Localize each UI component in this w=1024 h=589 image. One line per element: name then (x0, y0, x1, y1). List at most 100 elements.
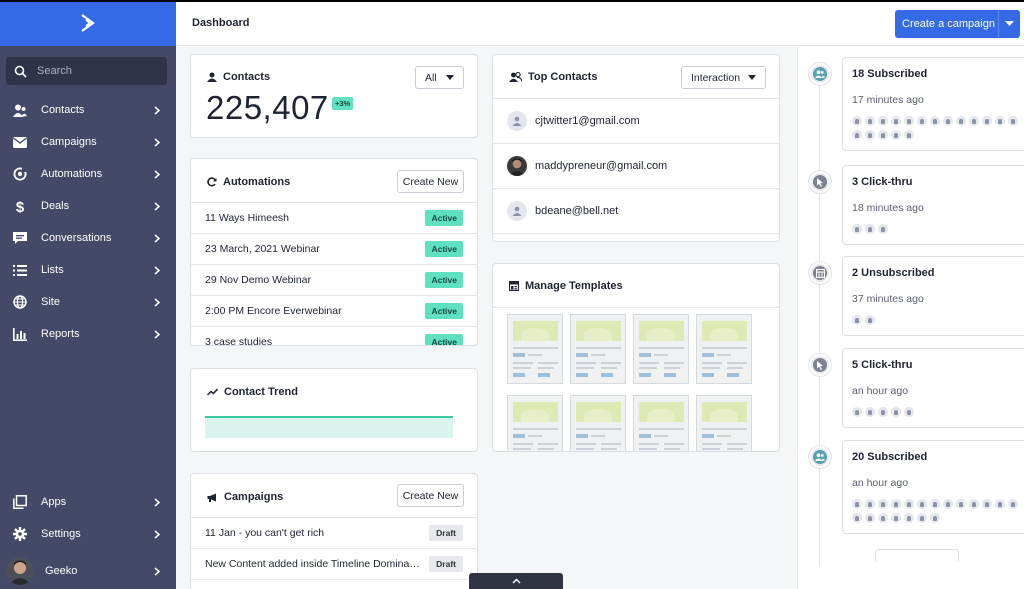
sidebar-item-campaigns[interactable]: Campaigns (0, 126, 176, 158)
contact-avatar-icon[interactable] (982, 116, 992, 126)
contact-avatar-icon[interactable] (878, 513, 888, 523)
contact-avatar-icon[interactable] (1008, 499, 1018, 509)
activity-feed: 18 Subscribed 17 minutes ago 3 Click-thru 1… (797, 47, 1024, 589)
load-more-button[interactable] (875, 549, 959, 561)
contact-avatar-icon[interactable] (995, 499, 1005, 509)
contact-avatar-icon[interactable] (865, 130, 875, 140)
caret-down-icon[interactable] (998, 10, 1020, 38)
contact-avatar-icon[interactable] (852, 407, 862, 417)
contact-avatar-icon[interactable] (956, 499, 966, 509)
contact-avatar-icon[interactable] (878, 407, 888, 417)
contact-avatar-icon[interactable] (982, 499, 992, 509)
logo[interactable] (0, 0, 176, 46)
trend-line (205, 416, 453, 418)
top-contact-row[interactable]: bdeane@bell.net (493, 188, 779, 233)
contact-avatar-icon[interactable] (930, 116, 940, 126)
automation-row[interactable]: 11 Ways Himeesh Active (191, 202, 477, 233)
sidebar-item-reports[interactable]: Reports (0, 318, 176, 350)
contact-avatar-icon[interactable] (852, 130, 862, 140)
automation-row[interactable]: 29 Nov Demo Webinar Active (191, 264, 477, 295)
sidebar-item-conversations[interactable]: Conversations (0, 222, 176, 254)
chevron-right-icon (152, 529, 162, 539)
campaign-row[interactable]: 11 Jan - you can't get rich Draft (191, 517, 477, 548)
contact-avatar-icon[interactable] (878, 499, 888, 509)
search-box[interactable] (6, 57, 167, 85)
status-badge: Draft (429, 525, 463, 541)
sidebar-item-lists[interactable]: Lists (0, 254, 176, 286)
contact-avatar-icon[interactable] (878, 224, 888, 234)
contact-avatar-icon[interactable] (865, 513, 875, 523)
contact-avatar-icon[interactable] (852, 499, 862, 509)
contact-avatar-icon[interactable] (878, 130, 888, 140)
contact-avatar-icon[interactable] (969, 499, 979, 509)
contact-avatar-icon[interactable] (891, 513, 901, 523)
contact-avatar-icon[interactable] (1008, 116, 1018, 126)
template-thumbnail[interactable] (570, 314, 626, 384)
contact-avatar-icon[interactable] (917, 499, 927, 509)
contact-avatar-icon[interactable] (852, 224, 862, 234)
contact-avatar-icon[interactable] (852, 315, 862, 325)
sidebar-item-deals[interactable]: $ Deals (0, 190, 176, 222)
activity-card[interactable]: 18 Subscribed 17 minutes ago (842, 57, 1024, 151)
contact-avatar-icon[interactable] (995, 116, 1005, 126)
template-thumbnail[interactable] (633, 395, 689, 451)
campaign-row[interactable]: New Content added inside Timeline Domina… (191, 548, 477, 579)
contact-avatar-icon[interactable] (852, 513, 862, 523)
contact-avatar-icon[interactable] (865, 315, 875, 325)
create-campaign-button[interactable]: Create a campaign (895, 10, 1020, 38)
user-menu[interactable]: Geeko (0, 555, 176, 587)
contact-avatar-icon[interactable] (904, 130, 914, 140)
template-thumbnail[interactable] (696, 314, 752, 384)
sidebar-item-contacts[interactable]: Contacts (0, 94, 176, 126)
contact-avatar-icon[interactable] (969, 116, 979, 126)
campaigns-create-new-button[interactable]: Create New (397, 484, 464, 507)
activity-card[interactable]: 3 Click-thru 18 minutes ago (842, 165, 1024, 245)
activity-title: 3 Click-thru (852, 176, 913, 188)
contact-avatar-icon[interactable] (865, 116, 875, 126)
search-input[interactable] (37, 65, 147, 77)
activity-card[interactable]: 20 Subscribed an hour ago (842, 440, 1024, 534)
contact-avatar-icon[interactable] (917, 116, 927, 126)
contact-avatar-icon[interactable] (956, 116, 966, 126)
top-contact-row[interactable]: maddypreneur@gmail.com (493, 143, 779, 188)
template-thumbnail[interactable] (696, 395, 752, 451)
template-thumbnail[interactable] (507, 395, 563, 451)
contact-avatar-icon[interactable] (904, 513, 914, 523)
collapse-tab[interactable] (469, 573, 563, 589)
contact-avatar-icon[interactable] (891, 116, 901, 126)
contact-avatar-icon[interactable] (865, 407, 875, 417)
contact-avatar-icon[interactable] (865, 224, 875, 234)
automations-create-new-button[interactable]: Create New (397, 170, 464, 193)
activity-card[interactable]: 5 Click-thru an hour ago (842, 348, 1024, 428)
automation-row[interactable]: 2:00 PM Encore Everwebinar Active (191, 295, 477, 326)
contacts-filter-select[interactable]: All (415, 66, 464, 89)
contact-avatar-icon[interactable] (930, 513, 940, 523)
contact-avatar-icon[interactable] (904, 499, 914, 509)
automation-row[interactable]: 3 case studies Active (191, 326, 477, 345)
contact-avatar-icon[interactable] (891, 407, 901, 417)
contact-avatar-icon[interactable] (904, 407, 914, 417)
contact-avatar-icon[interactable] (852, 116, 862, 126)
sidebar-item-apps[interactable]: Apps (0, 486, 176, 518)
contact-avatar-icon[interactable] (943, 116, 953, 126)
activity-card[interactable]: 2 Unsubscribed 37 minutes ago (842, 256, 1024, 336)
sidebar-item-site[interactable]: Site (0, 286, 176, 318)
contact-avatar-icon[interactable] (930, 499, 940, 509)
unsubscribed-icon (809, 262, 831, 284)
sidebar-item-automations[interactable]: Automations (0, 158, 176, 190)
top-contact-row[interactable]: cjtwitter1@gmail.com (493, 98, 779, 143)
top-contacts-filter-select[interactable]: Interaction (681, 66, 766, 89)
contact-avatar-icon[interactable] (943, 499, 953, 509)
contact-avatar-icon[interactable] (917, 513, 927, 523)
contact-avatar-icon[interactable] (891, 499, 901, 509)
template-thumbnail[interactable] (633, 314, 689, 384)
template-thumbnail[interactable] (570, 395, 626, 451)
contact-avatar-icon[interactable] (878, 116, 888, 126)
template-thumbnail[interactable] (507, 314, 563, 384)
contact-avatar-icon[interactable] (904, 116, 914, 126)
activity-time: 37 minutes ago (852, 293, 924, 305)
contact-avatar-icon[interactable] (891, 130, 901, 140)
automation-row[interactable]: 23 March, 2021 Webinar Active (191, 233, 477, 264)
contact-avatar-icon[interactable] (865, 499, 875, 509)
sidebar-item-settings[interactable]: Settings (0, 518, 176, 550)
